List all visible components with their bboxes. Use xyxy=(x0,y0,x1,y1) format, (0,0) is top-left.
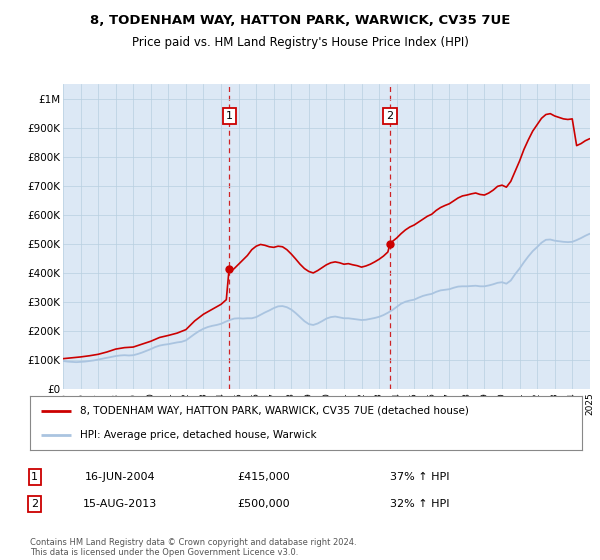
Text: 15-AUG-2013: 15-AUG-2013 xyxy=(83,499,157,509)
Text: 1: 1 xyxy=(31,472,38,482)
Text: £415,000: £415,000 xyxy=(238,472,290,482)
Text: 1: 1 xyxy=(226,111,233,121)
Text: Price paid vs. HM Land Registry's House Price Index (HPI): Price paid vs. HM Land Registry's House … xyxy=(131,36,469,49)
Text: 8, TODENHAM WAY, HATTON PARK, WARWICK, CV35 7UE: 8, TODENHAM WAY, HATTON PARK, WARWICK, C… xyxy=(90,14,510,27)
Text: 37% ↑ HPI: 37% ↑ HPI xyxy=(390,472,450,482)
Text: 2: 2 xyxy=(31,499,38,509)
Text: 32% ↑ HPI: 32% ↑ HPI xyxy=(390,499,450,509)
Text: Contains HM Land Registry data © Crown copyright and database right 2024.
This d: Contains HM Land Registry data © Crown c… xyxy=(30,538,356,557)
Text: HPI: Average price, detached house, Warwick: HPI: Average price, detached house, Warw… xyxy=(80,430,316,440)
Text: 16-JUN-2004: 16-JUN-2004 xyxy=(85,472,155,482)
Text: 2: 2 xyxy=(386,111,394,121)
Text: 8, TODENHAM WAY, HATTON PARK, WARWICK, CV35 7UE (detached house): 8, TODENHAM WAY, HATTON PARK, WARWICK, C… xyxy=(80,406,469,416)
Text: £500,000: £500,000 xyxy=(238,499,290,509)
